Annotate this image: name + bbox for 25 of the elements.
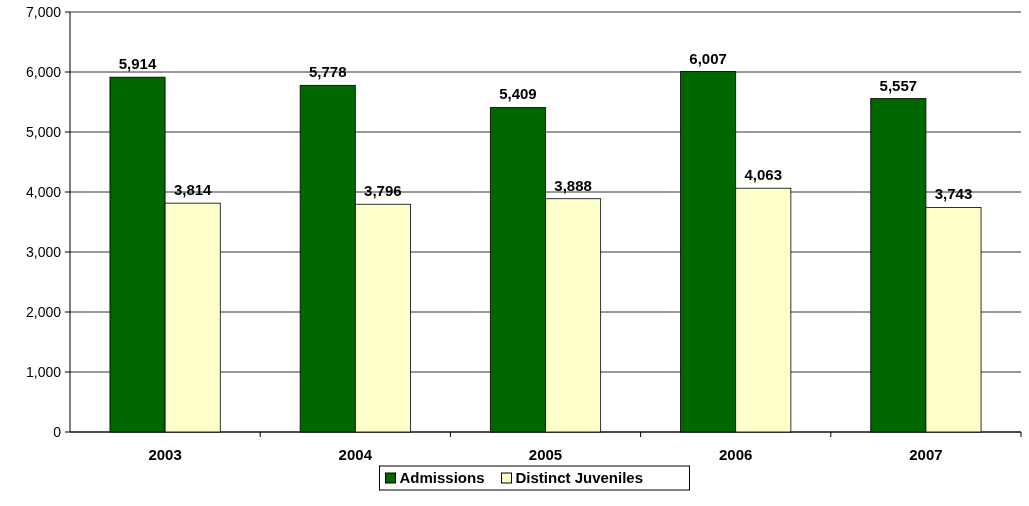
- data-label: 6,007: [689, 49, 727, 67]
- y-tick-label: 0: [53, 423, 62, 440]
- y-tick-label: 4,000: [25, 183, 62, 200]
- data-label: 3,814: [173, 181, 213, 199]
- y-tick-label: 5,000: [25, 123, 62, 140]
- y-tick-label: 6,000: [25, 63, 62, 80]
- data-label: 5,409: [499, 85, 537, 103]
- x-tick-label: 2003: [148, 446, 182, 463]
- legend-label: Admissions: [399, 469, 485, 487]
- data-label: 3,796: [364, 182, 402, 200]
- data-label: 5,914: [118, 55, 157, 73]
- x-tick-label: 2005: [528, 446, 563, 463]
- y-tick-label: 1,000: [25, 363, 62, 380]
- x-tick-label: 2004: [338, 446, 373, 463]
- data-label: 5,557: [879, 76, 918, 94]
- y-tick-label: 3,000: [25, 243, 62, 260]
- y-tick-label: 2,000: [25, 303, 62, 320]
- x-tick-label: 2006: [719, 446, 753, 463]
- data-label: 4,063: [744, 166, 783, 184]
- legend-label: Distinct Juveniles: [515, 469, 644, 487]
- data-label: 5,778: [308, 63, 347, 81]
- data-label: 3,743: [934, 185, 973, 203]
- y-tick-label: 7,000: [25, 3, 62, 20]
- x-tick-label: 2007: [909, 446, 943, 463]
- data-label: 3,888: [554, 176, 592, 194]
